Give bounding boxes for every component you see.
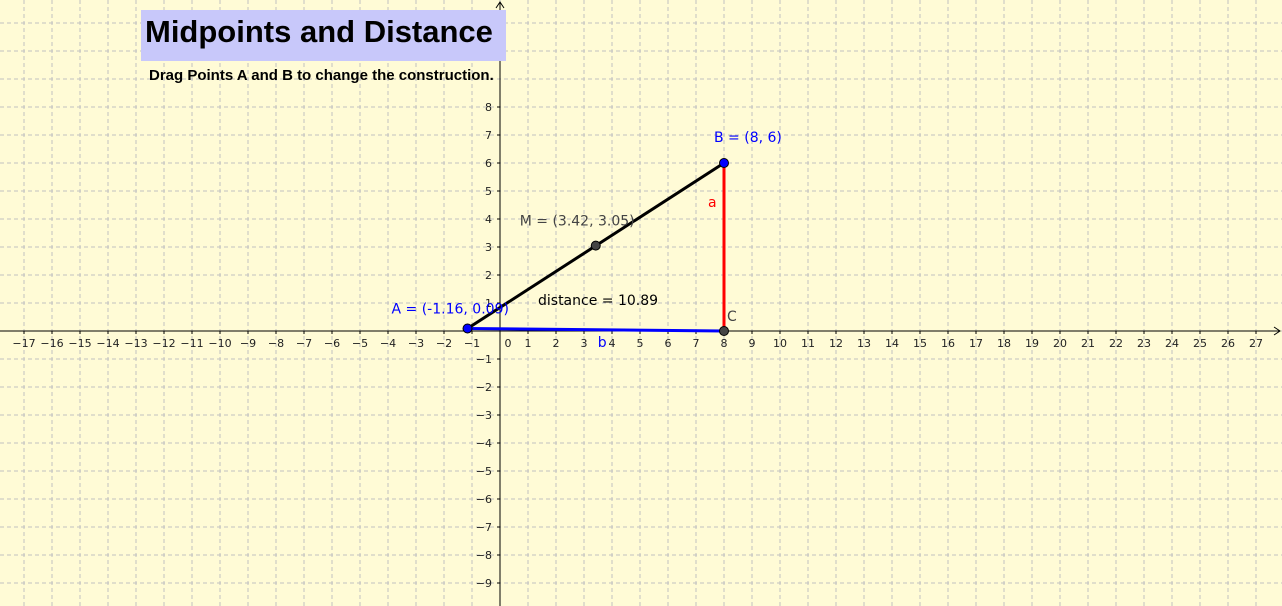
x-tick-label: 5 — [637, 337, 644, 350]
x-tick-label: 23 — [1137, 337, 1151, 350]
x-tick-label: −2 — [436, 337, 452, 350]
x-tick-label: 12 — [829, 337, 843, 350]
x-tick-label: −7 — [296, 337, 312, 350]
x-tick-label: 20 — [1053, 337, 1067, 350]
y-tick-label: 8 — [485, 101, 492, 114]
distance-label: distance = 10.89 — [538, 293, 658, 309]
y-tick-label: 3 — [485, 241, 492, 254]
x-tick-label: 18 — [997, 337, 1011, 350]
x-tick-label: −6 — [324, 337, 340, 350]
y-tick-label: 2 — [485, 269, 492, 282]
x-tick-label: 15 — [913, 337, 927, 350]
y-tick-label: −1 — [476, 353, 492, 366]
x-tick-label: 8 — [721, 337, 728, 350]
y-tick-label: 5 — [485, 185, 492, 198]
point-a-label: A = (-1.16, 0.09) — [392, 301, 509, 317]
point-c-label: C — [727, 309, 737, 325]
instruction-text: Drag Points A and B to change the constr… — [149, 67, 494, 84]
y-tick-label: 1 — [485, 297, 492, 310]
x-tick-label: −1 — [464, 337, 480, 350]
tick-labels: −17 −16 −15 −14 −13 −12 −11 −10 −9 −8 −7 −6 −5 −4 −3 −2… — [12, 101, 1263, 590]
point-a[interactable] — [462, 323, 473, 334]
x-tick-label: 27 — [1249, 337, 1263, 350]
x-tick-label: 9 — [749, 337, 756, 350]
x-axis-arrow — [1273, 326, 1281, 336]
x-tick-label: 2 — [553, 337, 560, 350]
point-m-label: M = (3.42, 3.05) — [520, 214, 635, 230]
x-tick-label: −5 — [352, 337, 368, 350]
y-tick-label: −4 — [476, 437, 492, 450]
y-tick-label: −9 — [476, 577, 492, 590]
page-title: Midpoints and Distance — [145, 14, 493, 49]
x-tick-label: −10 — [208, 337, 231, 350]
x-tick-label: 14 — [885, 337, 899, 350]
y-tick-label: 4 — [485, 213, 492, 226]
x-tick-label: 21 — [1081, 337, 1095, 350]
title-box: Midpoints and Distance — [141, 10, 506, 61]
x-tick-label: 13 — [857, 337, 871, 350]
x-tick-label: 17 — [969, 337, 983, 350]
x-tick-label: −8 — [268, 337, 284, 350]
x-tick-label: 3 — [581, 337, 588, 350]
x-tick-label: 11 — [801, 337, 815, 350]
x-tick-label: −4 — [380, 337, 396, 350]
point-c — [719, 326, 729, 336]
x-tick-label: 24 — [1165, 337, 1179, 350]
x-tick-label: −9 — [240, 337, 256, 350]
x-tick-label: 1 — [525, 337, 532, 350]
x-tick-label: −12 — [152, 337, 175, 350]
x-tick-label: 16 — [941, 337, 955, 350]
y-tick-label: −7 — [476, 521, 492, 534]
y-tick-label: 7 — [485, 129, 492, 142]
x-tick-label: 26 — [1221, 337, 1235, 350]
point-b[interactable] — [719, 158, 729, 168]
x-tick-label: 22 — [1109, 337, 1123, 350]
x-tick-label: −11 — [180, 337, 203, 350]
y-tick-label: −3 — [476, 409, 492, 422]
segment-a-label: a — [708, 195, 717, 211]
y-tick-label: −5 — [476, 465, 492, 478]
x-tick-label: −3 — [408, 337, 424, 350]
x-tick-label: −16 — [40, 337, 63, 350]
segment-b — [467, 326, 725, 333]
x-tick-label: −17 — [12, 337, 35, 350]
x-tick-label: 7 — [693, 337, 700, 350]
x-tick-label: 6 — [665, 337, 672, 350]
x-tick-label: 4 — [609, 337, 616, 350]
x-tick-label: −15 — [68, 337, 91, 350]
y-tick-label: −8 — [476, 549, 492, 562]
x-tick-label: 10 — [773, 337, 787, 350]
y-axis-arrow — [495, 1, 505, 9]
x-tick-label: 19 — [1025, 337, 1039, 350]
y-tick-label: −2 — [476, 381, 492, 394]
y-tick-label: −6 — [476, 493, 492, 506]
x-tick-label: 0 — [505, 337, 512, 350]
point-m — [590, 240, 601, 251]
x-tick-label: 25 — [1193, 337, 1207, 350]
segment-b-label: b — [598, 335, 607, 351]
x-tick-label: −14 — [96, 337, 119, 350]
point-b-label: B = (8, 6) — [714, 130, 782, 146]
y-tick-label: 6 — [485, 157, 492, 170]
x-tick-label: −13 — [124, 337, 147, 350]
